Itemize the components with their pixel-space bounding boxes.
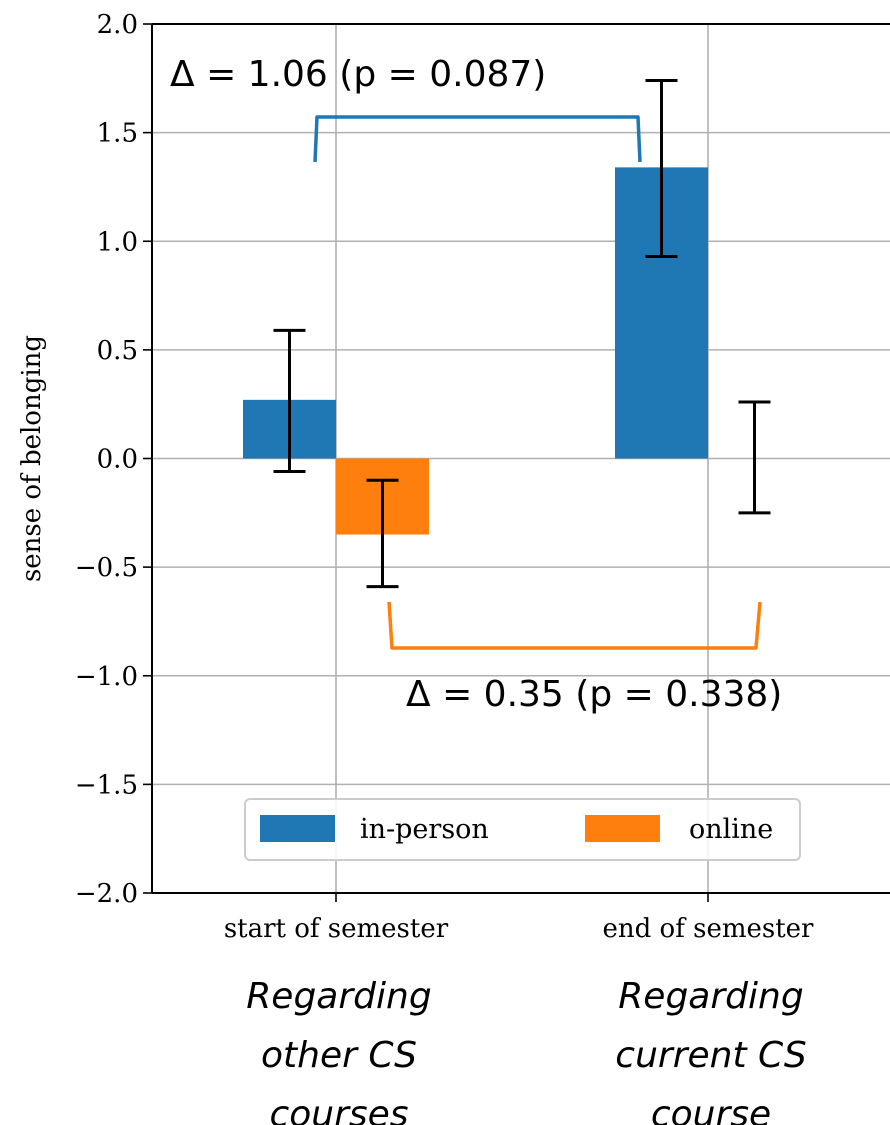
y-tick-label: 1.5 [97,119,138,149]
legend: in-person online [244,798,801,861]
category-sublabels: Regarding other CS courses Regarding current… [246,976,806,1125]
legend-label-in-person: in-person [360,814,489,845]
legend-swatch-in-person [260,815,335,842]
bracket-in-person [313,115,642,163]
y-tick-label: −0.5 [75,553,138,583]
legend-box [244,798,801,861]
category-sublabel-line: Regarding [246,976,431,1017]
x-tick-label: start of semester [224,914,449,944]
y-tick-label: −2.0 [75,879,138,909]
y-tick-label: 1.0 [97,227,138,257]
x-tick-label: end of semester [603,914,815,944]
category-sublabel-line: current CS [615,1035,806,1076]
legend-swatch-online [585,815,660,842]
y-axis-label: sense of belonging [17,335,47,582]
axes: 2.0 1.5 1.0 0.5 0.0 −0.5 −1.0 −1.5 −2.0 start of … [17,10,890,944]
y-tick-label: −1.0 [75,662,138,692]
y-tick-label: 2.0 [97,10,138,40]
category-sublabel-line: course [651,1094,771,1125]
annotation-online: Δ = 0.35 (p = 0.338) [406,674,782,715]
annotations: Δ = 1.06 (p = 0.087) Δ = 0.35 (p = 0.338) [170,54,782,715]
category-sublabel-line: Regarding [618,976,803,1017]
y-tick-label: 0.5 [97,336,138,366]
legend-label-online: online [689,814,773,845]
bracket-online [387,601,762,650]
annotation-in-person: Δ = 1.06 (p = 0.087) [170,54,546,95]
error-bars [273,78,771,589]
y-tick-label: 0.0 [97,445,138,475]
category-sublabel-line: other CS [261,1035,417,1076]
bars [243,167,708,535]
category-sublabel-line: courses [269,1094,408,1125]
y-tick-label: −1.5 [75,770,138,800]
